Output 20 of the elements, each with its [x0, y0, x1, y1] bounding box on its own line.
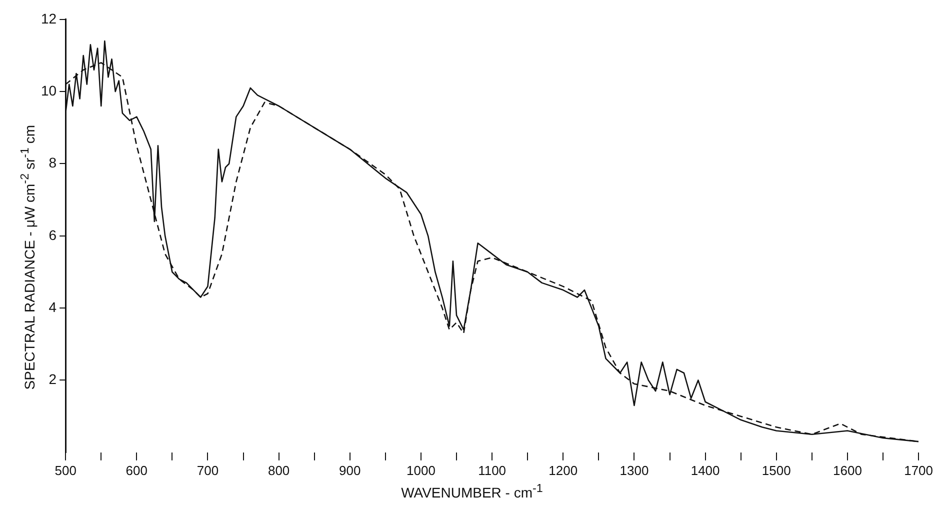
- y-tick-label: 8: [48, 154, 57, 171]
- x-tick-label: 1500: [762, 462, 791, 478]
- x-tick-label: 1400: [690, 462, 720, 478]
- y-tick-label: 2: [48, 371, 57, 388]
- x-tick-label: 800: [268, 462, 290, 478]
- x-tick-label: 600: [126, 462, 148, 478]
- x-tick-label: 1700: [904, 462, 933, 478]
- y-tick-label: 12: [40, 10, 57, 26]
- x-axis-title: WAVENUMBER - cm$^{-1}$: [400, 482, 544, 501]
- x-tick-label: 1600: [833, 462, 862, 478]
- x-tick-label: 1000: [406, 462, 436, 478]
- y-tick-label: 6: [48, 226, 57, 243]
- x-tick-label: 1300: [620, 462, 649, 478]
- x-tick-label: 500: [54, 462, 76, 478]
- x-tick-label: 1100: [478, 462, 506, 478]
- x-tick-label: 900: [339, 462, 361, 478]
- y-tick-label: 10: [40, 82, 57, 98]
- x-tick-label: 1200: [548, 462, 578, 478]
- y-tick-label: 4: [48, 298, 57, 315]
- x-tick-label: 700: [196, 462, 219, 478]
